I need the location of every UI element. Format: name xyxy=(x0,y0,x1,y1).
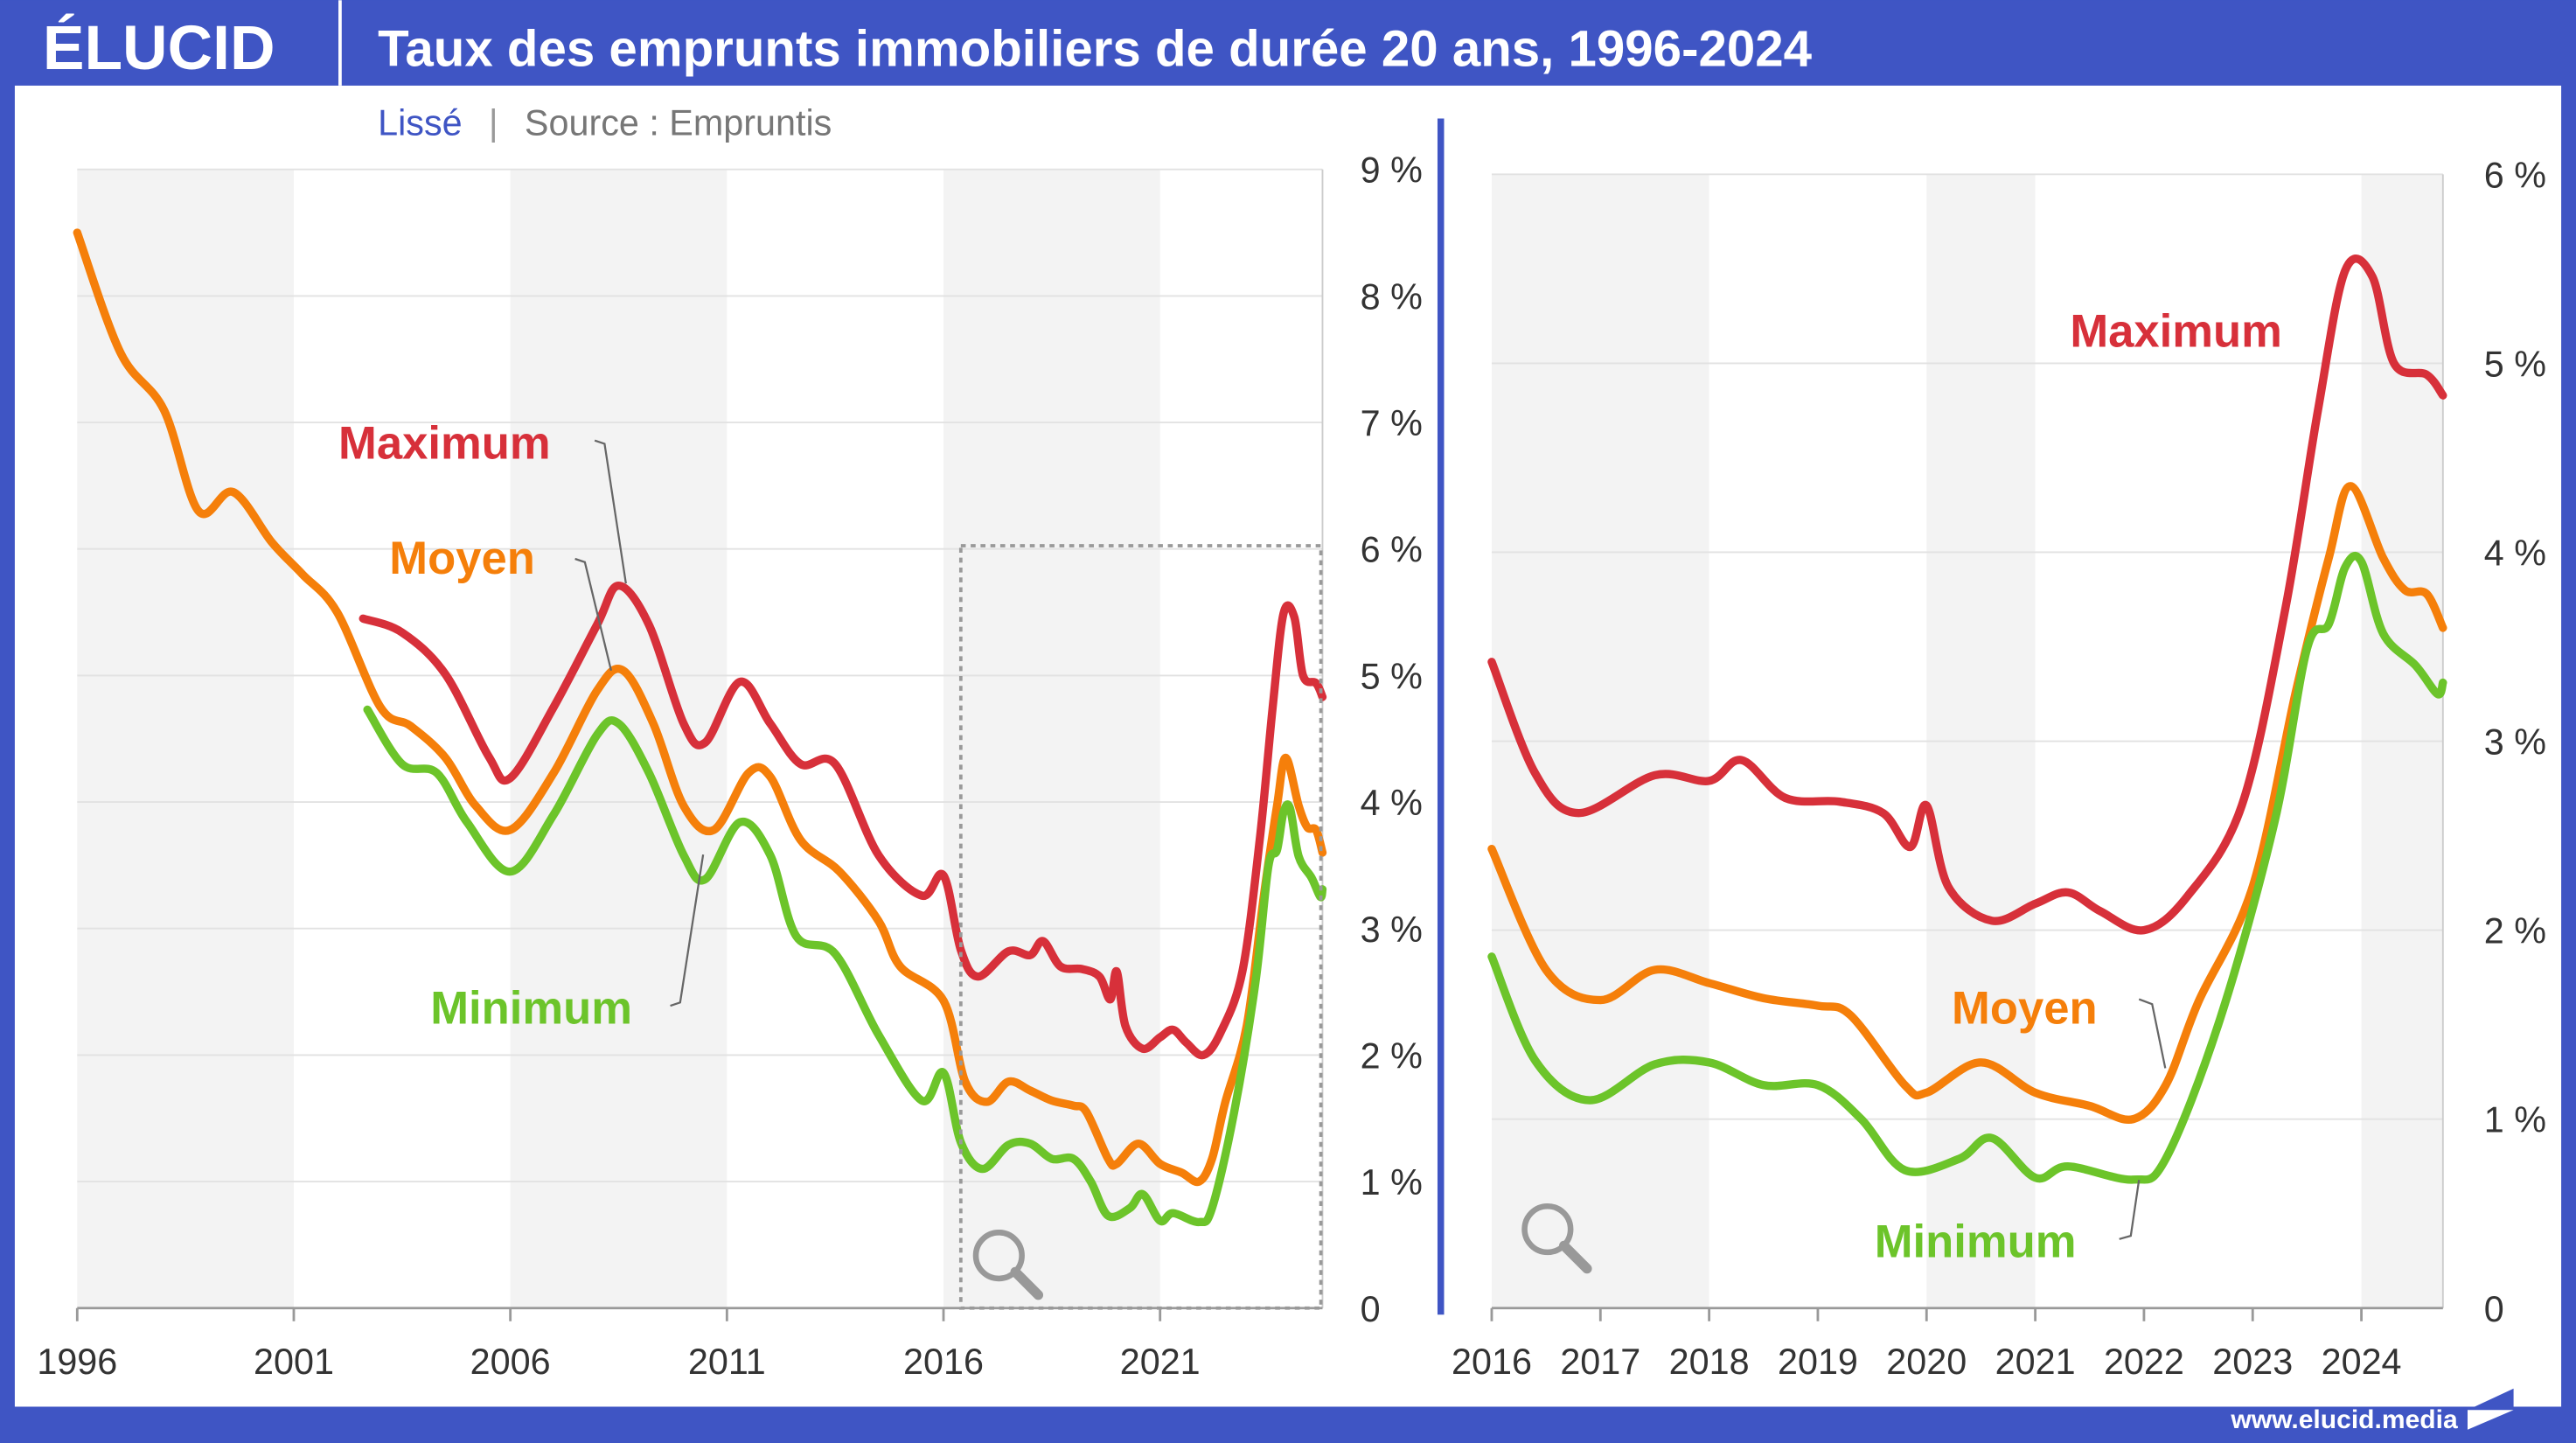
left-shaded-band xyxy=(77,169,294,1308)
zoom-region-box xyxy=(958,544,1323,1310)
subtitle: Lissé | Source : Empruntis xyxy=(378,102,832,143)
left-y-tick-label: 7 % xyxy=(1361,403,1423,443)
left-y-tick-label: 6 % xyxy=(1361,530,1423,570)
right-x-tick-label: 2016 xyxy=(1452,1342,1532,1382)
left-y-tick-label: 8 % xyxy=(1361,276,1423,317)
right-y-tick-label: 0 xyxy=(2484,1289,2504,1329)
left-x-tick-label: 1996 xyxy=(37,1342,117,1382)
right-y-tick-label: 2 % xyxy=(2484,911,2546,952)
left-label-moyen: Moyen xyxy=(389,533,535,584)
maximum-leader-line xyxy=(594,439,627,584)
left-x-tick-label: 2006 xyxy=(470,1342,551,1382)
magnifier-lens xyxy=(1521,1202,1574,1256)
left-chart-1996-2024: 0 1 % 2 % 3 % 4 % 5 % 6 % 7 % 8 % 9 % 1996 2001 2006… xyxy=(37,150,1423,1382)
minimum-leader-line xyxy=(670,854,705,1007)
source-label: Source : Empruntis xyxy=(525,102,832,143)
left-y-tick-label: 9 % xyxy=(1361,150,1423,191)
right-y-tick-label: 4 % xyxy=(2484,533,2546,574)
right-x-tick-label: 2023 xyxy=(2212,1342,2293,1382)
left-y-tick-label: 2 % xyxy=(1361,1035,1423,1076)
right-x-tick-label: 2022 xyxy=(2104,1342,2184,1382)
magnifier-lens xyxy=(972,1230,1025,1282)
right-line-moyen xyxy=(1487,482,2447,1125)
left-y-tick-label: 4 % xyxy=(1361,783,1423,823)
right-magnifier-icon xyxy=(1521,1202,1592,1274)
left-x-tick-label: 2016 xyxy=(903,1342,984,1382)
right-x-tick-label: 2024 xyxy=(2322,1342,2402,1382)
right-x-tick-label: 2020 xyxy=(1886,1342,1967,1382)
right-y-tick-label: 1 % xyxy=(2484,1100,2546,1140)
left-line-moyen xyxy=(73,228,1327,1187)
left-line-minimum xyxy=(363,705,1327,1227)
page-title: Taux des emprunts immobiliers de durée 2… xyxy=(378,20,1813,77)
left-y-tick-label: 3 % xyxy=(1361,910,1423,950)
right-x-tick-label: 2021 xyxy=(1995,1342,2076,1382)
left-x-tick-label: 2011 xyxy=(688,1342,766,1382)
left-label-minimum: Minimum xyxy=(430,983,632,1035)
right-x-tick-label: 2018 xyxy=(1669,1342,1750,1382)
right-y-tick-label: 3 % xyxy=(2484,722,2546,763)
right-label-maximum: Maximum xyxy=(2070,306,2282,358)
left-x-tick-label: 2021 xyxy=(1120,1342,1201,1382)
right-line-maximum xyxy=(1487,254,2447,935)
subtitle-separator: | xyxy=(489,102,498,143)
left-label-maximum: Maximum xyxy=(338,417,551,469)
left-annotations: Maximum Moyen Minimum xyxy=(338,417,705,1035)
right-x-tick-label: 2019 xyxy=(1778,1342,1858,1382)
magnifier-handle xyxy=(1010,1266,1044,1300)
right-label-moyen: Moyen xyxy=(1952,983,2098,1035)
right-y-tick-label: 5 % xyxy=(2484,344,2546,384)
right-annotations: Maximum Moyen Minimum xyxy=(1875,306,2282,1268)
smoothing-label: Lissé xyxy=(378,102,462,143)
right-y-tick-label: 6 % xyxy=(2484,155,2546,195)
left-y-tick-label: 1 % xyxy=(1361,1162,1423,1202)
left-magnifier-icon xyxy=(972,1230,1044,1300)
moyen-leader-line xyxy=(574,557,613,672)
left-y-tick-label: 5 % xyxy=(1361,656,1423,696)
elucid-logo: ÉLUCID xyxy=(43,13,275,83)
right-chart-2016-2024: 0 1 % 2 % 3 % 4 % 5 % 6 % 2016 2017 2018 2019 2020 2… xyxy=(1452,155,2546,1382)
right-line-minimum xyxy=(1487,552,2447,1184)
magnifier-handle xyxy=(1559,1240,1592,1274)
right-label-minimum: Minimum xyxy=(1875,1216,2077,1267)
footer-url[interactable]: www.elucid.media xyxy=(2230,1405,2458,1434)
content-area xyxy=(14,85,2562,1407)
left-line-maximum xyxy=(359,581,1327,1060)
right-x-tick-label: 2017 xyxy=(1560,1342,1640,1382)
moyen-leader-line-right xyxy=(2138,998,2167,1069)
left-shaded-band xyxy=(943,169,1160,1308)
left-y-tick-label: 0 xyxy=(1361,1289,1381,1329)
minimum-leader-line-right xyxy=(2119,1180,2141,1240)
left-x-tick-label: 2001 xyxy=(254,1342,334,1382)
